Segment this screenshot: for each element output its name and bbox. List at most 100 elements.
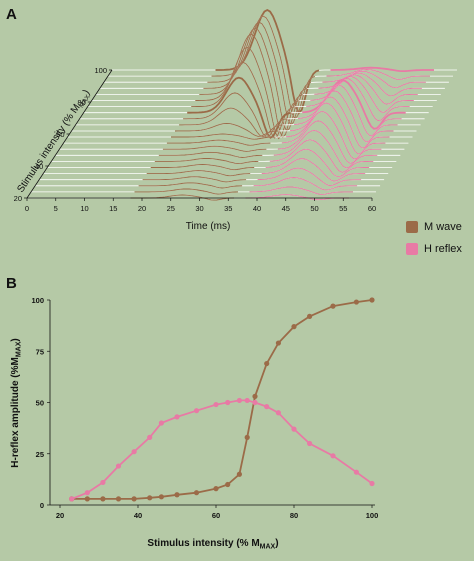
trace-line (108, 15, 453, 120)
panel-b-x-ticks: 20 40 60 80 100 (56, 505, 378, 520)
data-point (69, 496, 75, 502)
m-wave-segment (203, 27, 308, 132)
legend-label-h-reflex: H reflex (424, 243, 462, 255)
y-tick-label: 75 (36, 347, 44, 356)
panel-b-label: B (6, 275, 17, 292)
y-tick-label: 25 (36, 450, 44, 459)
data-point (353, 299, 359, 305)
data-point (193, 408, 200, 414)
series-line (71, 399, 373, 500)
data-point (244, 397, 250, 404)
panel-b-x-title: Stimulus intensity (% MMAX) (147, 538, 278, 551)
h-reflex-segment (261, 158, 366, 182)
m-wave-segment (171, 133, 275, 140)
data-point (147, 434, 153, 440)
x-tick-label: 45 (282, 204, 290, 213)
x-tick-label: 60 (212, 511, 220, 520)
x-tick-label: 10 (80, 204, 88, 213)
data-point (236, 397, 242, 404)
h-reflex-segment (285, 102, 390, 155)
data-point (158, 420, 164, 426)
x-tick-label: 25 (167, 204, 175, 213)
depth-tick-label: 20 (14, 194, 22, 203)
h-reflex-segment (330, 66, 434, 72)
data-point (236, 471, 242, 477)
x-tick-label: 20 (56, 511, 64, 520)
h-reflex-segment (281, 111, 386, 160)
data-point (330, 303, 336, 309)
panel-a-label: A (6, 6, 17, 23)
data-point (174, 414, 180, 420)
data-point (307, 313, 313, 319)
panel-a-traces (27, 8, 457, 201)
trace-line (59, 120, 405, 164)
x-tick-label: 0 (25, 204, 29, 213)
data-point (291, 426, 297, 432)
x-tick-label: 40 (253, 204, 261, 213)
m-wave-segment (142, 176, 247, 183)
legend-swatch-m-wave (406, 221, 418, 233)
data-point (213, 401, 219, 408)
data-point (115, 463, 122, 469)
data-point (225, 481, 231, 488)
depth-tick-label: 80 (77, 98, 85, 107)
data-point (353, 469, 359, 475)
data-point (275, 410, 281, 416)
data-point (84, 496, 90, 502)
data-point (174, 492, 180, 498)
data-point (264, 404, 270, 410)
trace-line (99, 27, 445, 132)
m-wave-segment (130, 194, 235, 201)
data-point (213, 486, 219, 492)
trace-line (103, 21, 449, 126)
panel-a-y-ticks: 20 40 60 80 100 (14, 66, 112, 203)
m-wave-segment (166, 139, 271, 146)
depth-tick-label: 100 (94, 66, 107, 75)
data-point (252, 399, 258, 406)
depth-tick-label: 60 (56, 130, 64, 139)
h-reflex-segment (277, 120, 382, 164)
m-wave-segment (158, 151, 263, 158)
m-wave-segment (150, 164, 255, 171)
legend-label-m-wave: M wave (424, 221, 462, 233)
h-reflex-segment (273, 129, 378, 169)
data-point (264, 360, 270, 367)
data-point (193, 490, 200, 496)
panel-b-plot: 20 40 60 80 100 0 25 50 75 100 Stimulus intensit… (10, 296, 378, 551)
h-reflex-segment (326, 69, 430, 80)
m-wave-segment (138, 182, 243, 189)
x-tick-label: 20 (138, 204, 146, 213)
m-wave-segment (174, 122, 279, 137)
x-tick-label: 55 (339, 204, 347, 213)
data-point (252, 393, 258, 399)
legend-item-m-wave: M wave (406, 221, 462, 233)
data-point (84, 490, 90, 496)
panel-a-x-ticks: 0 5 10 15 20 25 30 35 40 45 50 55 60 (25, 198, 376, 213)
y-tick-label: 0 (40, 501, 44, 510)
h-reflex-segment (322, 70, 426, 89)
m-wave-segment (162, 145, 267, 152)
panel-a-x-title: Time (ms) (186, 221, 231, 232)
x-tick-label: 40 (134, 511, 142, 520)
m-wave-segment (146, 170, 251, 177)
data-point (275, 340, 281, 346)
m-wave-segment (191, 61, 295, 139)
h-reflex-segment (253, 177, 358, 191)
m-wave-segment (183, 92, 287, 138)
data-point (131, 449, 137, 455)
depth-tick-label: 40 (35, 162, 43, 171)
data-point (369, 297, 375, 303)
data-point (158, 494, 164, 500)
h-reflex-segment (257, 167, 362, 186)
x-tick-label: 15 (109, 204, 117, 213)
data-point (100, 496, 106, 502)
m-wave-segment (199, 33, 303, 139)
m-wave-segment (179, 107, 283, 138)
m-wave-segment (187, 76, 291, 139)
trace-line (39, 167, 385, 186)
x-tick-label: 30 (195, 204, 203, 213)
y-tick-label: 100 (31, 296, 44, 305)
h-reflex-segment (265, 148, 370, 178)
x-tick-label: 35 (224, 204, 232, 213)
